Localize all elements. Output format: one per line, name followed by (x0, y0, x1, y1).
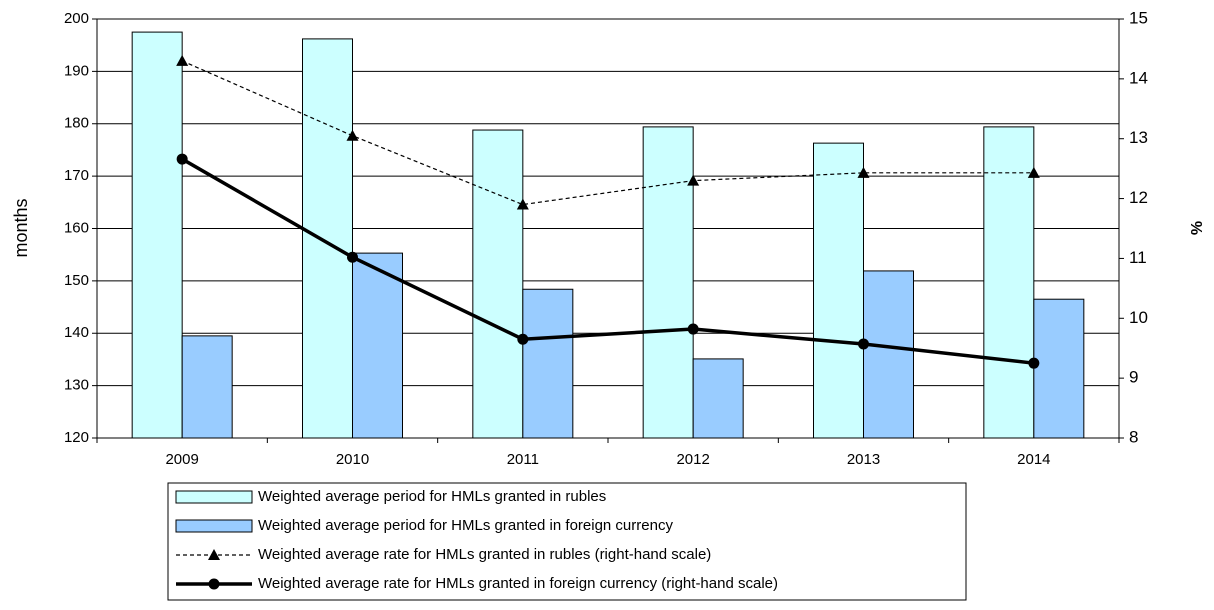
line-marker (858, 338, 869, 350)
legend-swatch (175, 519, 253, 533)
bar (352, 252, 403, 439)
line-marker (516, 198, 529, 210)
y-tick-label: 200 (64, 10, 89, 27)
y-tick-label: 190 (64, 62, 89, 79)
legend-label: Weighted average rate for HMLs granted i… (258, 575, 778, 592)
bar (863, 270, 914, 439)
y-tick-label: 150 (64, 272, 89, 289)
line (181, 60, 1034, 206)
line-marker (1027, 166, 1040, 178)
y2-tick-label: 11 (1129, 248, 1147, 267)
y-tick-label: 120 (64, 429, 89, 446)
legend-box (167, 482, 967, 601)
bar (472, 129, 524, 439)
line-marker (687, 174, 700, 186)
y2-tick-label: 13 (1129, 128, 1148, 147)
x-tick-label: 2014 (1017, 451, 1050, 468)
bar (983, 126, 1035, 439)
y2-axis-label: % (1189, 221, 1206, 235)
legend-label: Weighted average period for HMLs granted… (258, 488, 606, 505)
bar (181, 335, 233, 439)
bar (302, 38, 353, 439)
line (181, 157, 1035, 365)
line-marker (176, 54, 189, 66)
x-tick-label: 2011 (507, 451, 539, 468)
x-tick-label: 2010 (336, 451, 369, 468)
y2-tick-label: 8 (1129, 427, 1138, 446)
line-marker (347, 251, 358, 263)
legend-label: Weighted average rate for HMLs granted i… (258, 546, 711, 563)
line-marker (687, 323, 699, 335)
y2-tick-label: 15 (1129, 8, 1148, 27)
x-tick-label: 2009 (165, 451, 198, 468)
legend-marker (208, 578, 220, 590)
x-tick-label: 2013 (847, 451, 880, 468)
bar (813, 142, 864, 439)
y2-tick-label: 14 (1129, 68, 1148, 87)
y-tick-label: 180 (64, 115, 89, 132)
y2-tick-label: 10 (1129, 308, 1148, 327)
y-axis-label: months (11, 198, 31, 257)
bar (692, 358, 744, 439)
y-tick-label: 170 (64, 167, 89, 184)
line-marker (857, 166, 870, 178)
line-marker (517, 333, 529, 345)
y-tick-label: 130 (64, 377, 89, 394)
bar (522, 288, 574, 439)
legend-marker (208, 549, 220, 560)
legend-swatch (175, 490, 253, 504)
y2-tick-label: 12 (1129, 188, 1148, 207)
line-marker (1028, 357, 1040, 369)
x-tick-label: 2012 (676, 451, 709, 468)
line-marker (176, 153, 188, 165)
line-marker (346, 129, 359, 141)
y2-tick-label: 9 (1129, 368, 1138, 387)
bar (131, 31, 183, 439)
y-tick-label: 140 (64, 324, 89, 341)
bar (642, 126, 694, 439)
bar (1033, 298, 1085, 439)
legend-label: Weighted average period for HMLs granted… (258, 517, 673, 534)
y-tick-label: 160 (64, 219, 89, 236)
